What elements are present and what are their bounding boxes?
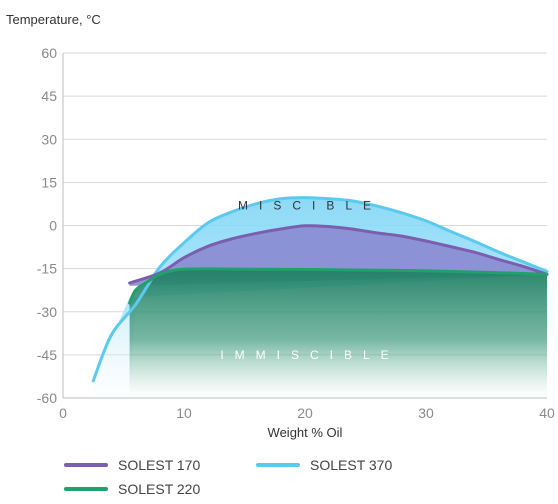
x-tick-label: 30 — [418, 405, 434, 421]
region-annotations: MISCIBLE IMMISCIBLE — [220, 198, 399, 362]
y-tick-label: 30 — [41, 131, 57, 147]
x-tick-label: 40 — [539, 405, 555, 421]
line-solest-370 — [91, 196, 549, 383]
legend-item: SOLEST 220 — [64, 481, 200, 497]
legend-item: SOLEST 170 — [64, 457, 200, 473]
area-solest-220 — [129, 268, 547, 398]
legend-label: SOLEST 220 — [118, 481, 200, 497]
area-solest-370-tail — [93, 304, 136, 398]
y-tick-label: -15 — [37, 261, 57, 277]
y-tick-label: -45 — [37, 347, 57, 363]
y-tick-label: -30 — [37, 304, 57, 320]
legend-item: SOLEST 370 — [256, 457, 392, 473]
x-tick-label: 0 — [59, 405, 67, 421]
series-areas — [93, 197, 547, 398]
legend: SOLEST 170 SOLEST 370 SOLEST 220 — [64, 457, 392, 497]
x-axis-title: Weight % Oil — [268, 425, 343, 440]
y-tick-label: 15 — [41, 174, 57, 190]
label-immiscible: IMMISCIBLE — [220, 348, 399, 362]
legend-label: SOLEST 170 — [118, 457, 200, 473]
y-tick-label: 45 — [41, 88, 57, 104]
x-tick-label: 20 — [297, 405, 313, 421]
series-lines — [91, 196, 549, 383]
y-tick-label: -60 — [37, 390, 57, 406]
y-axis-title: Temperature, °C — [6, 12, 101, 27]
y-tick-label: 60 — [41, 45, 57, 61]
x-tick-label: 10 — [176, 405, 192, 421]
axes — [62, 53, 547, 399]
line-solest-220 — [128, 267, 549, 305]
line-solest-170 — [128, 224, 549, 285]
label-miscible: MISCIBLE — [238, 198, 382, 212]
y-tick-label: 0 — [49, 218, 57, 234]
legend-label: SOLEST 370 — [310, 457, 392, 473]
